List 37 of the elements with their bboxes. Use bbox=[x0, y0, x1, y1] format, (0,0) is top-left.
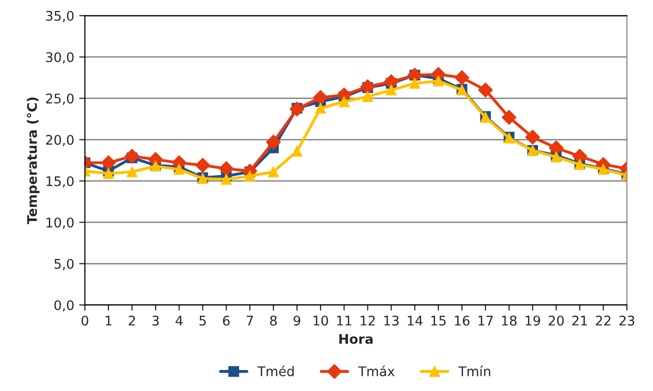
x-tick-label: 8 bbox=[270, 316, 277, 326]
x-tick-label: 23 bbox=[619, 316, 634, 326]
y-tick-label: 5,0 bbox=[54, 258, 74, 270]
x-tick-label: 0 bbox=[82, 316, 88, 326]
legend-label: Tmín bbox=[458, 366, 490, 376]
x-tick-label: 12 bbox=[360, 316, 375, 326]
x-tick-label: 3 bbox=[152, 316, 159, 326]
x-tick-label: 14 bbox=[408, 316, 422, 326]
y-tick-label: 15,0 bbox=[46, 176, 74, 188]
x-tick-label: 6 bbox=[223, 316, 230, 326]
x-tick-label: 4 bbox=[176, 316, 183, 326]
y-tick-label: 20,0 bbox=[46, 134, 74, 146]
x-tick-label: 5 bbox=[200, 316, 206, 326]
y-tick-label: 30,0 bbox=[46, 52, 74, 64]
x-axis-title: Hora bbox=[339, 334, 373, 344]
x-tick-label: 13 bbox=[384, 316, 399, 326]
x-tick-label: 16 bbox=[454, 316, 470, 326]
x-tick-label: 20 bbox=[548, 316, 564, 326]
y-tick-label: 10,0 bbox=[46, 218, 74, 229]
x-tick-label: 1 bbox=[106, 316, 112, 326]
y-tick-label: 35,0 bbox=[46, 10, 74, 22]
y-axis-title: Temperatura (°C) bbox=[26, 98, 40, 224]
x-tick-label: 18 bbox=[502, 316, 517, 326]
x-tick-label: 2 bbox=[128, 316, 135, 326]
x-tick-label: 7 bbox=[246, 316, 253, 326]
x-tick-label: 21 bbox=[572, 316, 587, 326]
x-tick-label: 17 bbox=[478, 316, 493, 326]
x-tick-label: 15 bbox=[431, 316, 446, 326]
x-tick-label: 9 bbox=[294, 316, 300, 326]
x-tick-label: 10 bbox=[314, 316, 328, 326]
y-tick-label: 0,0 bbox=[54, 300, 74, 312]
legend-label: Tmáx bbox=[358, 366, 395, 376]
x-tick-label: 19 bbox=[526, 316, 540, 326]
x-tick-label: 11 bbox=[337, 316, 352, 326]
x-tick-label: 22 bbox=[596, 316, 610, 326]
legend-label: Tméd bbox=[257, 366, 294, 376]
y-tick-label: 25,0 bbox=[46, 94, 74, 105]
